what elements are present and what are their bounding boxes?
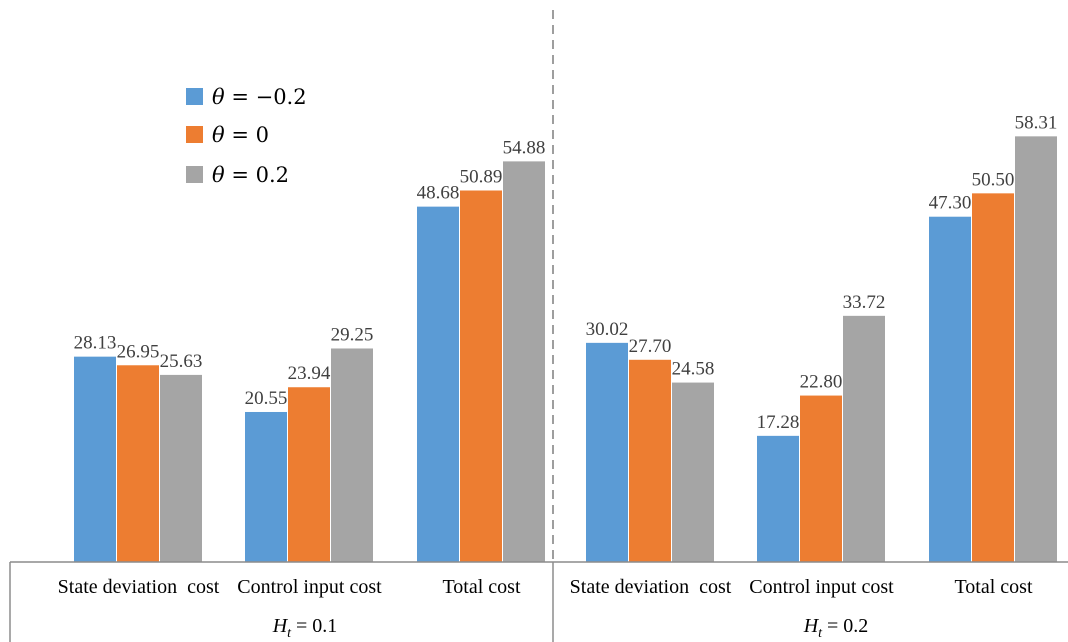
value-label: 26.95 bbox=[117, 341, 160, 362]
bar-g2-c3-s2 bbox=[972, 193, 1014, 562]
value-label: 25.63 bbox=[160, 351, 203, 372]
value-label: 29.25 bbox=[331, 324, 374, 345]
value-label: 22.80 bbox=[800, 372, 843, 393]
value-label: 50.50 bbox=[972, 169, 1015, 190]
value-label: 20.55 bbox=[245, 388, 288, 409]
value-label: 50.89 bbox=[460, 167, 503, 188]
value-label: 30.02 bbox=[586, 319, 629, 340]
legend-swatch bbox=[186, 88, 203, 105]
bars-layer bbox=[74, 136, 1057, 563]
category-label: Control input cost bbox=[749, 576, 894, 598]
bar-g2-c1-s1 bbox=[586, 342, 628, 562]
value-label: 17.28 bbox=[757, 412, 800, 433]
bar-g2-c2-s2 bbox=[800, 395, 842, 562]
value-label: 24.58 bbox=[672, 359, 715, 380]
value-label: 48.68 bbox=[417, 183, 460, 204]
legend-label: θ = 0.2 bbox=[212, 163, 289, 187]
legend: θ = −0.2 θ = 0 θ = 0.2 bbox=[186, 85, 307, 187]
axes-layer bbox=[9, 10, 1068, 642]
bar-g2-c1-s2 bbox=[629, 359, 671, 562]
value-label: 27.70 bbox=[629, 336, 672, 357]
legend-swatch bbox=[186, 126, 203, 143]
legend-swatch bbox=[186, 166, 203, 183]
bar-g1-c1-s2 bbox=[117, 365, 159, 562]
bar-g1-c3-s3 bbox=[503, 161, 545, 562]
category-label: State deviation cost bbox=[58, 576, 220, 598]
bar-g2-c2-s3 bbox=[843, 315, 885, 562]
bar-g2-c3-s1 bbox=[929, 216, 971, 562]
group-label: Ht = 0.1 bbox=[272, 615, 338, 641]
bar-g1-c3-s2 bbox=[460, 190, 502, 563]
bar-g1-c2-s3 bbox=[331, 348, 373, 562]
value-label: 58.31 bbox=[1015, 112, 1058, 133]
value-label: 23.94 bbox=[288, 363, 331, 384]
bar-g1-c1-s3 bbox=[160, 374, 202, 562]
bar-g1-c1-s1 bbox=[74, 356, 116, 562]
bar-g2-c2-s1 bbox=[757, 435, 799, 562]
bar-g1-c2-s2 bbox=[288, 387, 330, 562]
bar-g2-c3-s3 bbox=[1015, 136, 1057, 562]
category-labels-layer: State deviation cost Control input cost To… bbox=[58, 576, 1033, 641]
legend-label: θ = 0 bbox=[212, 123, 269, 147]
value-label: 33.72 bbox=[843, 292, 886, 313]
group-label: Ht = 0.2 bbox=[803, 615, 869, 641]
value-label: 28.13 bbox=[74, 333, 117, 354]
bar-g1-c3-s1 bbox=[417, 206, 459, 563]
value-label: 47.30 bbox=[929, 193, 972, 214]
category-label: Total cost bbox=[442, 576, 520, 598]
legend-label: θ = −0.2 bbox=[212, 85, 307, 109]
category-label: Total cost bbox=[954, 576, 1032, 598]
bar-g1-c2-s1 bbox=[245, 411, 287, 562]
value-label: 54.88 bbox=[503, 137, 546, 158]
bar-g2-c1-s3 bbox=[672, 382, 714, 562]
category-label: State deviation cost bbox=[570, 576, 732, 598]
category-label: Control input cost bbox=[237, 576, 382, 598]
